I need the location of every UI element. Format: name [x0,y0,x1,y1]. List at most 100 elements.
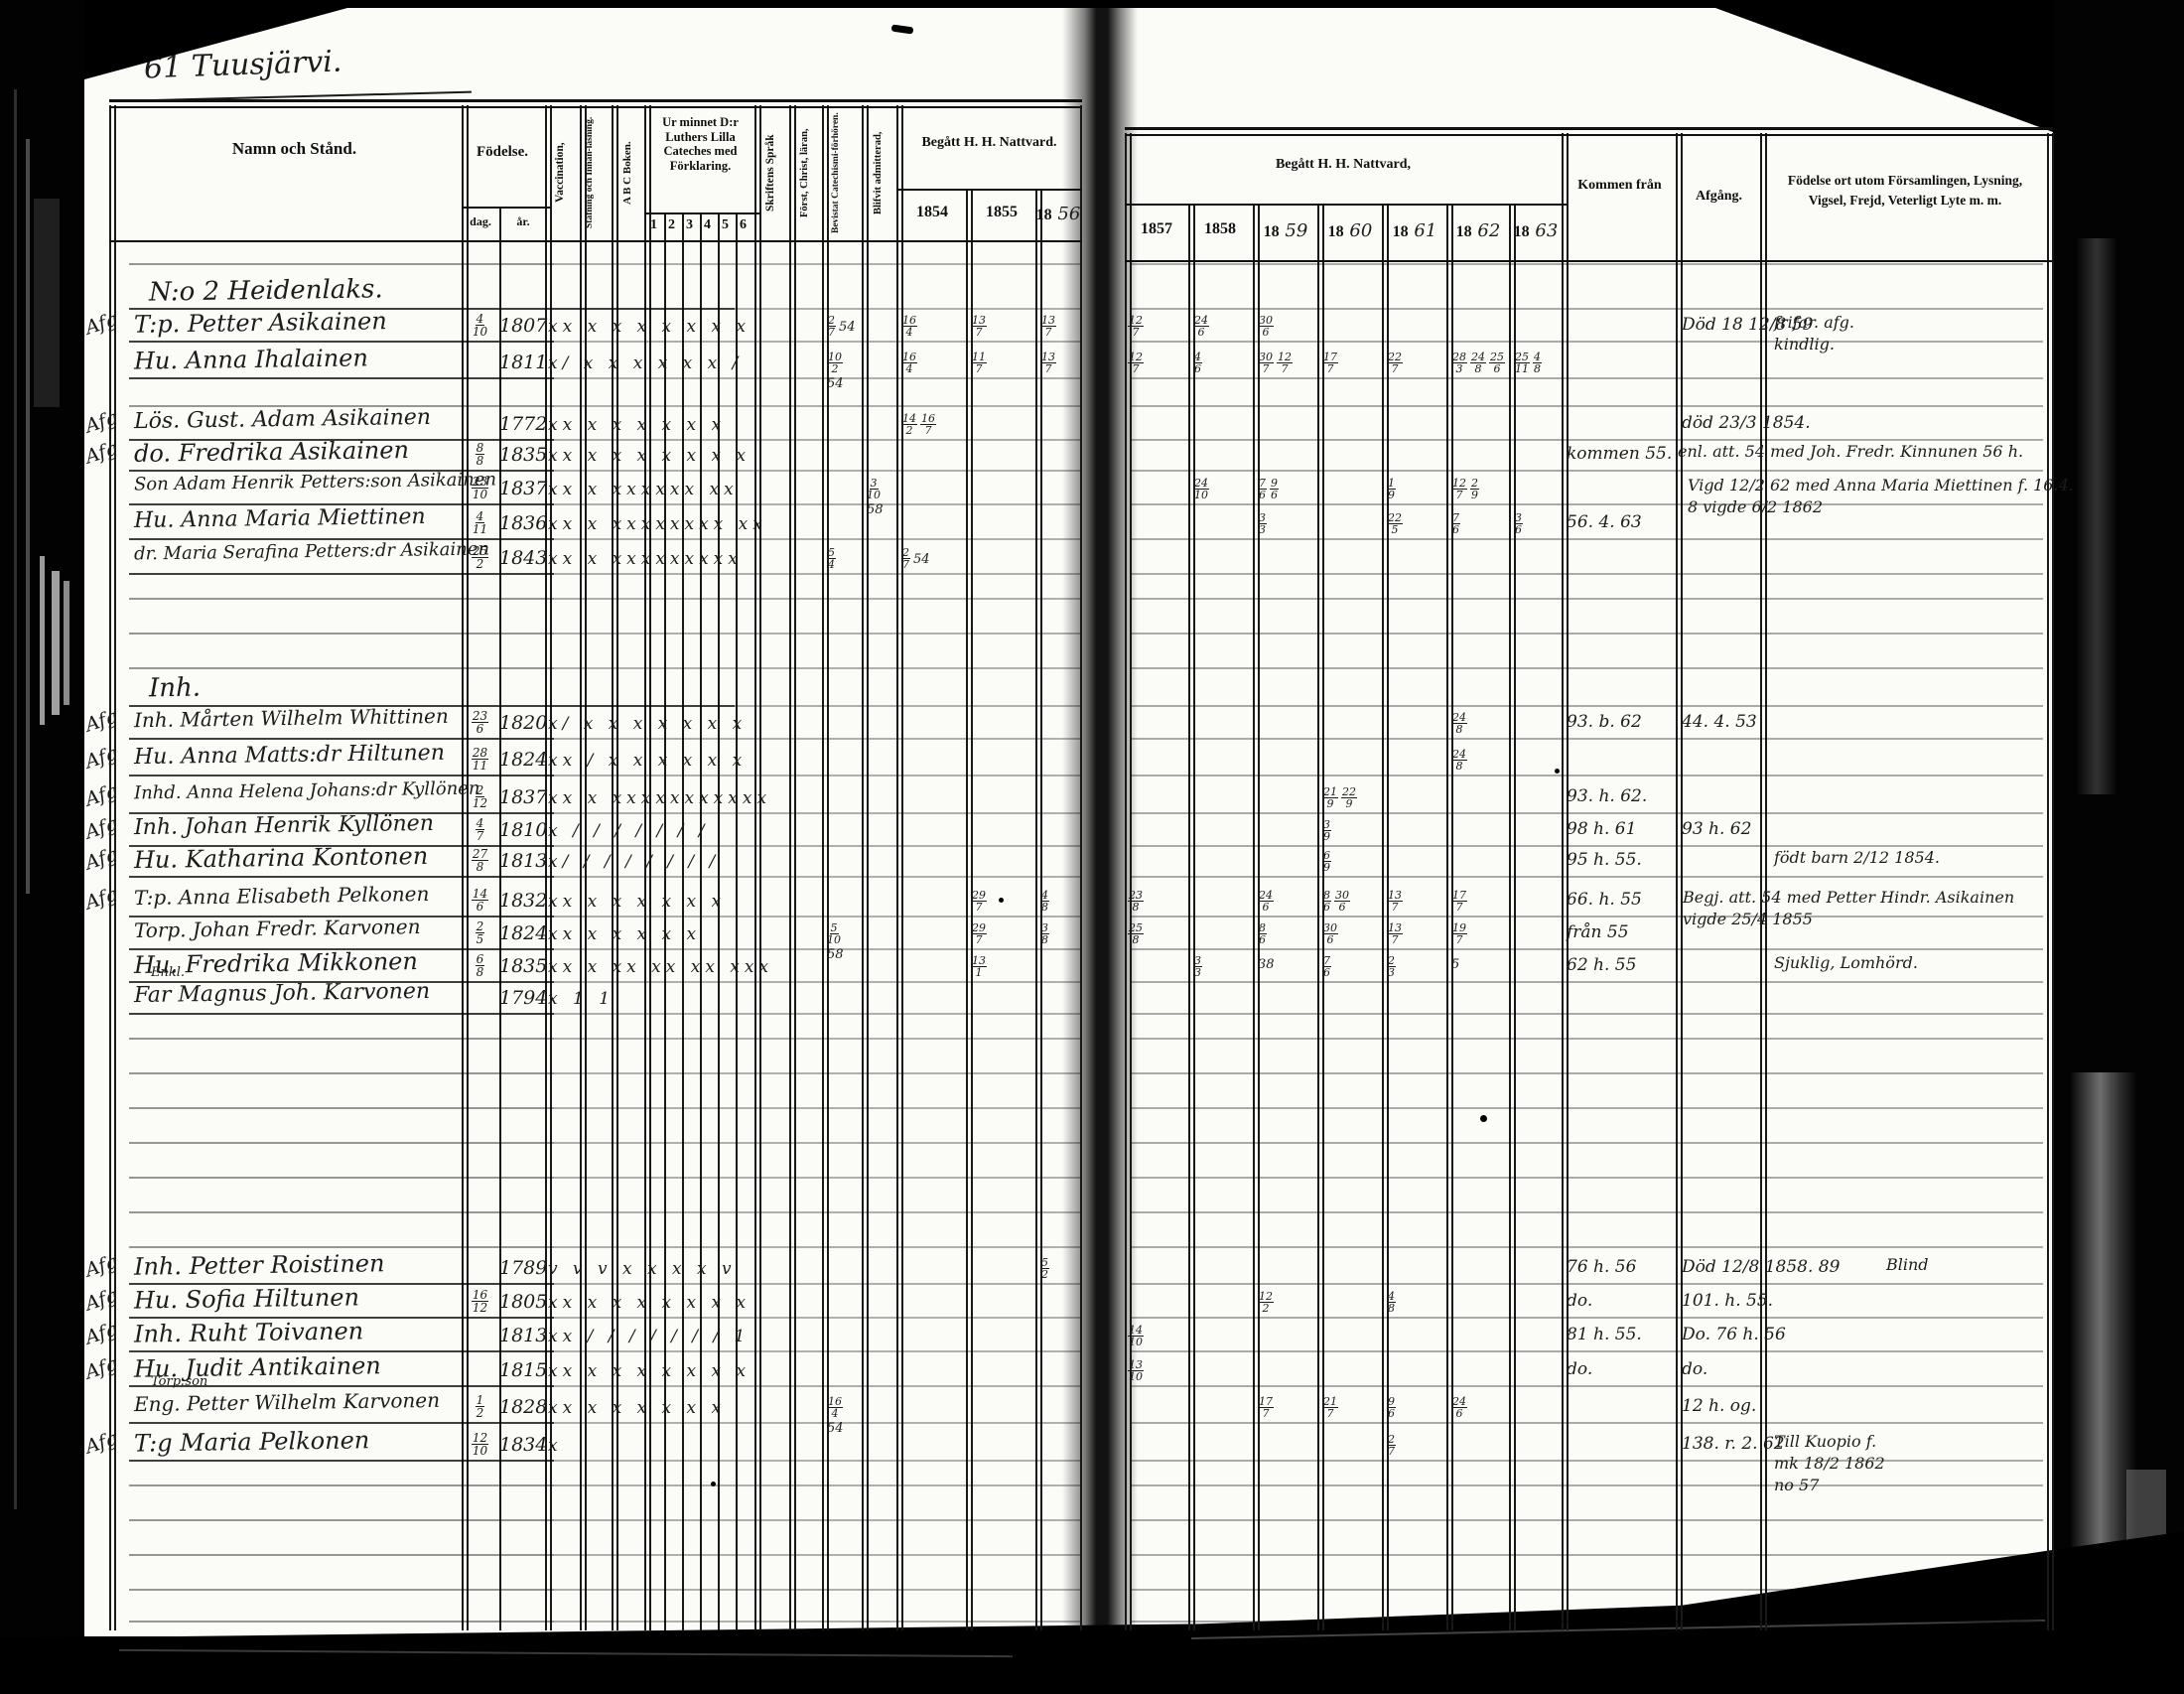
row-rule [554,1460,1080,1462]
row-rule [1132,948,2043,950]
communion-entry: 8 6 30 6 [1322,889,1350,914]
grid-vline [867,105,869,1630]
communion-entry: 25 8 [1128,921,1144,946]
film-scratch [40,556,45,725]
row-rule [1132,1211,2043,1213]
person-name: Torp. Johan Fredr. Karvonen [133,914,421,943]
person-name: Eng. Petter Wilhelm Karvonen [133,1387,441,1417]
col-header-namn: Namn och Stånd. [231,139,357,158]
row-rule [1132,1350,2043,1352]
remark-entry: Vigd 12/2 62 med Anna Maria Miettinen f.… [1688,476,2074,494]
row-rule [554,1038,1080,1040]
grid-vline [1382,204,1384,1630]
remark-entry: Begj. att. 54 med Petter Hindr. Asikaine… [1683,888,2015,907]
row-rule [554,1246,1080,1248]
grid-hline [896,189,1082,191]
ink-speck [999,898,1004,903]
row-rule [129,948,554,950]
reading-marks: x/ x x x x x x x [548,714,748,734]
group-heading: Inh. [148,672,202,704]
row-rule [554,470,1080,472]
row-rule [554,1385,1080,1387]
row-rule [554,1350,1080,1352]
communion-entry: 5 10 58 [827,921,844,962]
row-rule [129,1484,554,1486]
person-name: T:g Maria Pelkonen [133,1426,370,1458]
grid-vline [109,105,111,1630]
row-rule [1132,1107,2043,1109]
row-rule [554,1072,1080,1074]
birth-year: 1824 [499,922,548,944]
birth-day: 14 6 [471,887,489,914]
row-rule [1132,538,2043,540]
row-rule [129,538,554,540]
row-rule [129,1589,554,1591]
communion-entry: 23 8 [1128,889,1144,914]
birth-day: 23 6 [471,709,489,736]
birth-day: 16 12 [471,1288,489,1315]
row-rule [1132,573,2043,575]
row-rule [554,1142,1080,1144]
birth-year: 1834 [499,1434,548,1456]
kommen-entry: från 55 [1567,922,1629,942]
birth-year: 1820 [499,712,548,734]
grid-vline [862,105,864,1630]
row-rule [1132,439,2043,441]
row-rule [554,538,1080,540]
row-rule [129,1621,554,1623]
row-rule [1132,1484,2043,1486]
birth-year: 1813 [499,850,548,872]
remark-entry: födt barn 2/12 1854. [1774,848,1940,867]
birth-day: 4 10 [472,312,488,339]
grid-vline [616,105,618,1630]
grid-vline [1035,189,1037,1630]
person-name: Inh. Ruht Toivanen [133,1317,364,1348]
communion-entry: 30 7 12 7 [1258,351,1293,375]
row-rule [1132,775,2043,776]
communion-entry: 13 7 [971,314,987,339]
row-rule [554,1554,1080,1556]
col-header-nattvard-right: Begått H. H. Nattvard, [1275,157,1412,172]
row-rule [1132,1072,2043,1074]
row-rule [129,1072,554,1074]
afgang-entry: Död 18 12/8 59 [1682,315,1814,335]
row-rule [129,1107,554,1109]
person-name: do. Fredrika Asikainen [133,436,410,468]
grid-vline [1080,105,1082,1630]
row-rule [1132,377,2043,379]
afgang-entry: 138. r. 2. 62 [1682,1434,1785,1454]
reading-marks: x / / / / / / / [548,821,710,841]
row-rule [1132,598,2043,600]
person-name: Inh. Johan Henrik Kyllönen [133,810,435,841]
row-rule [129,308,735,310]
row-rule [1132,667,2043,669]
communion-entry: 3 10 58 [867,477,884,517]
row-rule [1132,1519,2043,1521]
grid-vline [2052,133,2054,1630]
communion-entry: 13 7 [1387,921,1403,946]
birth-day: 28 11 [471,746,489,773]
row-rule [129,1246,554,1248]
row-rule [554,775,1080,776]
remark-entry: kindlig. [1774,335,1835,353]
grid-vline [580,105,582,1630]
grid-hline [109,106,1082,108]
row-rule [554,503,1080,505]
kommen-entry: 98 h. 61 [1567,819,1637,839]
row-rule [129,981,554,983]
row-rule [1132,812,2043,814]
birth-year: 1794 [499,987,548,1009]
grid-vline [966,189,968,1630]
birth-year: 1843 [499,547,548,569]
communion-entry: 17 7 [1258,1395,1274,1420]
cateches-num-3: 3 [686,217,693,232]
